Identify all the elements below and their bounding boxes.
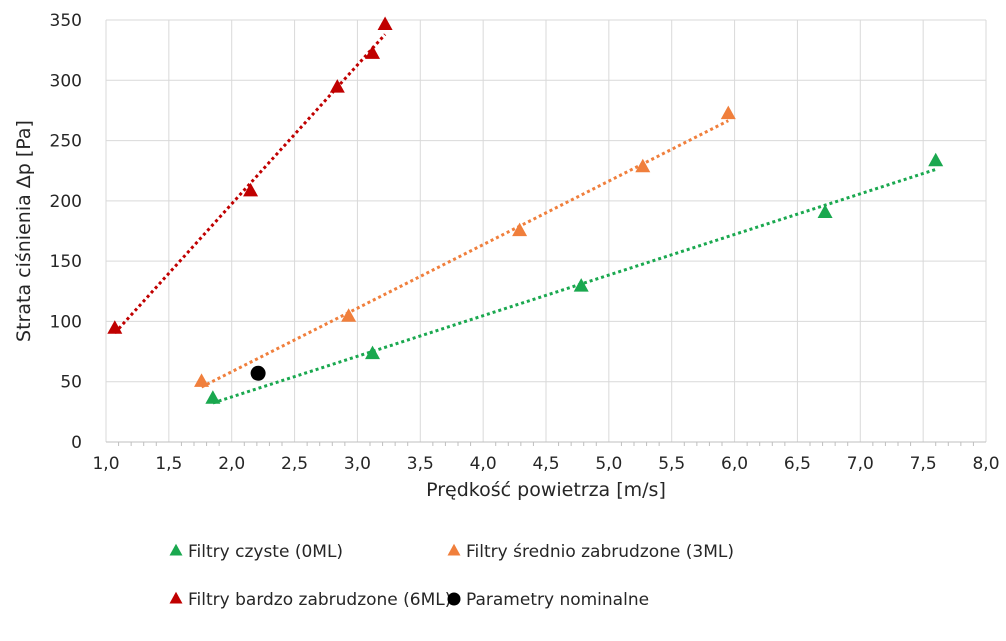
legend-label: Filtry bardzo zabrudzone (6ML) — [188, 590, 451, 610]
x-tick-label: 6,5 — [784, 454, 811, 474]
legend-circle-icon — [447, 592, 461, 606]
y-tick-label: 150 — [50, 252, 82, 272]
x-tick-labels: 1,0 1,5 2,0 2,5 3,0 3,5 4,0 4,5 5,0 5,5 6,0 6,5 7,0 7… — [92, 454, 999, 474]
data-point — [194, 373, 210, 387]
x-tick-label: 5,0 — [595, 454, 622, 474]
x-tick-label: 5,5 — [658, 454, 685, 474]
data-point — [329, 79, 345, 93]
x-tick-label: 2,5 — [281, 454, 308, 474]
data-point — [928, 152, 944, 167]
x-tick-label: 4,5 — [532, 454, 559, 474]
y-tick-labels: 0 50 100 150 200 250 300 350 — [50, 11, 82, 453]
data-points — [107, 16, 944, 404]
x-axis-title: Prędkość powietrza [m/s] — [426, 479, 666, 501]
y-tick-label: 50 — [60, 373, 82, 393]
legend-item: Filtry średnio zabrudzone (3ML) — [447, 542, 734, 562]
data-point — [107, 320, 123, 334]
x-tick-label: 3,5 — [407, 454, 434, 474]
x-tick-label: 8,0 — [972, 454, 999, 474]
trendline — [200, 119, 729, 389]
legend-triangle-icon — [447, 543, 461, 556]
legend-label: Filtry czyste (0ML) — [188, 542, 343, 562]
y-tick-label: 300 — [50, 71, 82, 91]
data-point — [243, 182, 259, 197]
legend-item: Parametry nominalne — [447, 590, 649, 610]
y-tick-label: 200 — [50, 192, 82, 212]
x-tick-label: 7,5 — [910, 454, 937, 474]
trendline — [113, 33, 387, 335]
legend-item: Filtry bardzo zabrudzone (6ML) — [169, 590, 451, 610]
trendlines — [113, 33, 937, 405]
legend-label: Filtry średnio zabrudzone (3ML) — [466, 542, 734, 562]
x-tick-label: 3,0 — [344, 454, 371, 474]
legend-label: Parametry nominalne — [466, 590, 649, 610]
minor-ticks — [118, 442, 974, 446]
trendline — [212, 168, 937, 405]
data-point — [341, 308, 357, 322]
legend-triangle-icon — [169, 591, 183, 604]
data-point — [720, 105, 736, 120]
y-tick-label: 250 — [50, 132, 82, 152]
data-point — [573, 278, 589, 292]
legend-item: Filtry czyste (0ML) — [169, 542, 343, 562]
grid-lines — [105, 19, 987, 443]
y-axis-title: Strata ciśnienia Δp [Pa] — [13, 120, 35, 342]
y-tick-label: 100 — [50, 312, 82, 332]
data-point — [205, 390, 221, 404]
data-point — [817, 204, 833, 219]
x-tick-label: 7,0 — [847, 454, 874, 474]
x-tick-label: 1,0 — [92, 454, 119, 474]
data-point — [635, 158, 651, 173]
legend-triangle-icon — [169, 543, 183, 556]
data-point — [250, 365, 266, 381]
y-tick-label: 0 — [71, 433, 82, 453]
x-tick-label: 4,0 — [470, 454, 497, 474]
x-tick-label: 1,5 — [155, 454, 182, 474]
x-tick-label: 6,0 — [721, 454, 748, 474]
x-tick-label: 2,0 — [218, 454, 245, 474]
legend: Filtry czyste (0ML) Filtry średnio zabrud… — [169, 542, 734, 610]
data-point — [377, 16, 393, 30]
data-point — [365, 45, 381, 59]
data-point — [512, 222, 528, 237]
y-tick-label: 350 — [50, 11, 82, 31]
data-point — [365, 345, 381, 360]
